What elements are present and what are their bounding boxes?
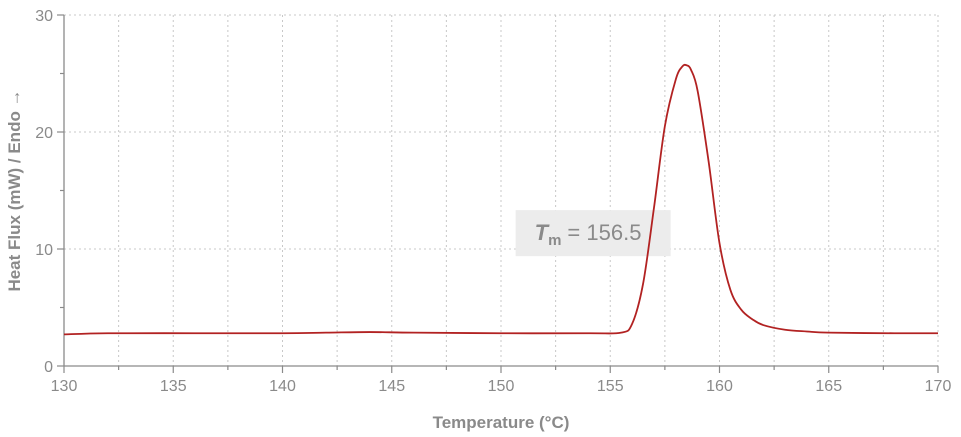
annotation-symbol: T [535, 220, 550, 245]
x-tick-label: 165 [815, 378, 842, 395]
annotation-subscript: m [548, 232, 561, 249]
x-tick-label: 170 [925, 378, 952, 395]
x-tick-label: 145 [378, 378, 405, 395]
y-tick-label: 0 [44, 359, 53, 376]
grid-lines [64, 14, 939, 366]
y-axis-title: Heat Flux (mW) / Endo → [5, 89, 24, 291]
tick-labels: 130 135 140 145 150 155 160 165 170 0 10 20 30 [35, 8, 951, 395]
y-tick-label: 10 [35, 242, 53, 259]
x-axis-title: Temperature (°C) [433, 413, 570, 432]
x-tick-label: 130 [51, 378, 78, 395]
y-tick-label: 20 [35, 125, 53, 142]
x-tick-label: 155 [597, 378, 624, 395]
x-tick-label: 160 [706, 378, 733, 395]
tick-marks [57, 14, 939, 373]
x-tick-label: 150 [488, 378, 515, 395]
annotation-background [515, 210, 671, 257]
y-tick-label: 30 [35, 8, 53, 25]
x-tick-label: 135 [160, 378, 187, 395]
melting-temperature-annotation: Tm = 156.5 [515, 210, 671, 257]
annotation-value: = 156.5 [567, 220, 641, 245]
heat-flux-series-line [63, 63, 939, 336]
x-tick-label: 140 [269, 378, 296, 395]
annotation-text: Tm = 156.5 [535, 220, 642, 249]
